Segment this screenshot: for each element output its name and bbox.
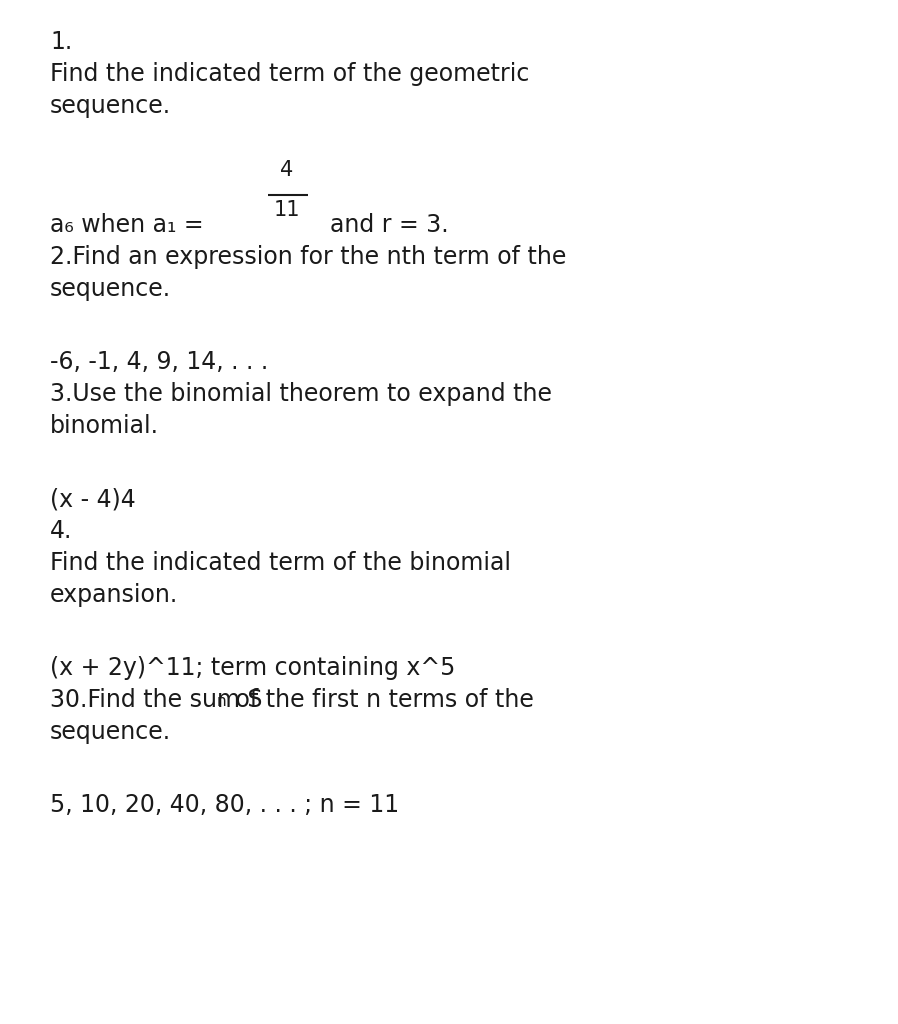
Text: n: n [216, 694, 226, 709]
Text: of the first n terms of the: of the first n terms of the [227, 688, 533, 712]
Text: -6, -1, 4, 9, 14, . . .: -6, -1, 4, 9, 14, . . . [50, 350, 269, 374]
Text: sequence.: sequence. [50, 720, 172, 744]
Text: 4.: 4. [50, 519, 73, 543]
Text: 4: 4 [280, 160, 294, 180]
Text: (x - 4)4: (x - 4)4 [50, 487, 136, 511]
Text: sequence.: sequence. [50, 94, 172, 118]
Text: 2.Find an expression for the nth term of the: 2.Find an expression for the nth term of… [50, 245, 567, 269]
Text: sequence.: sequence. [50, 278, 172, 301]
Text: and r = 3.: and r = 3. [330, 213, 449, 237]
Text: 3.Use the binomial theorem to expand the: 3.Use the binomial theorem to expand the [50, 382, 552, 406]
Text: Find the indicated term of the geometric: Find the indicated term of the geometric [50, 62, 530, 86]
Text: Find the indicated term of the binomial: Find the indicated term of the binomial [50, 551, 511, 575]
Text: expansion.: expansion. [50, 583, 178, 607]
Text: 11: 11 [274, 200, 300, 220]
Text: binomial.: binomial. [50, 414, 159, 438]
Text: 5, 10, 20, 40, 80, . . . ; n = 11: 5, 10, 20, 40, 80, . . . ; n = 11 [50, 793, 399, 817]
Text: a₆ when a₁ =: a₆ when a₁ = [50, 213, 204, 237]
Text: 1.: 1. [50, 30, 72, 54]
Text: (x + 2y)^11; term containing x^5: (x + 2y)^11; term containing x^5 [50, 656, 455, 680]
Text: 30.Find the sum S: 30.Find the sum S [50, 688, 262, 712]
